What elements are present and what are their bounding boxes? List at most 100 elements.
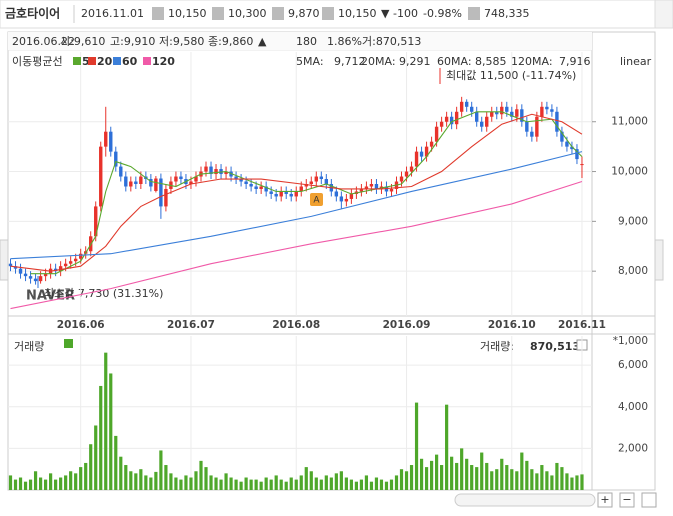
header-volume: 748,335 <box>484 7 530 20</box>
volume-bar <box>455 462 459 490</box>
volume-bar <box>379 479 384 490</box>
legend-swatch <box>113 57 121 65</box>
volume-bar <box>264 477 268 490</box>
candle-body <box>399 176 404 182</box>
high-icon <box>212 7 224 20</box>
left-handle[interactable] <box>0 239 9 281</box>
volume-bar <box>445 404 449 490</box>
candle-body <box>159 178 163 207</box>
volume-bar <box>184 475 188 490</box>
volume-bar <box>520 452 524 490</box>
ma-line <box>10 180 583 310</box>
volume-bar <box>169 473 173 490</box>
volume-bar <box>525 460 529 490</box>
candle-body <box>204 166 208 172</box>
candle-body <box>429 141 434 147</box>
candle-body <box>189 181 193 184</box>
watermark: NAVER <box>26 289 75 304</box>
volume-bar <box>38 477 43 490</box>
candle-body <box>374 184 379 189</box>
zoom-out[interactable] <box>619 492 635 508</box>
candle-body <box>299 186 303 192</box>
candle-body <box>540 106 544 117</box>
volume-bar <box>69 471 73 490</box>
volume-bar <box>43 479 48 490</box>
candle-body <box>99 146 103 207</box>
candle-body <box>309 181 313 184</box>
y-tick-label: 11,000 <box>611 116 648 128</box>
low-icon <box>272 7 284 20</box>
candle-body <box>424 146 429 157</box>
volume-bar <box>364 475 369 490</box>
reset[interactable] <box>641 492 657 508</box>
right-handle[interactable] <box>654 239 664 281</box>
info-change-pct: 1.86% <box>327 35 362 48</box>
volume-bar <box>13 479 18 490</box>
open-icon <box>152 7 164 20</box>
candle-body <box>284 191 288 194</box>
volume-bar <box>189 477 193 490</box>
y-tick-label: 2,000 <box>618 442 648 454</box>
candle-body <box>214 169 218 175</box>
badge[interactable] <box>310 193 323 206</box>
zoom-in[interactable] <box>597 492 613 508</box>
header-bar <box>0 0 673 29</box>
candle-body <box>500 106 504 115</box>
volume-bar <box>460 448 464 490</box>
candle-body <box>33 278 38 282</box>
header-button[interactable] <box>654 0 673 29</box>
candle-body <box>244 181 248 184</box>
candle-body <box>239 179 243 182</box>
volume-bar <box>510 469 514 490</box>
header-high: 10,300 <box>228 7 267 20</box>
volume-bar <box>334 473 338 490</box>
volume-bar <box>565 473 569 490</box>
candle-body <box>580 164 584 166</box>
legend-swatch <box>88 57 96 65</box>
candle-body <box>8 263 13 267</box>
volume-bar <box>399 469 404 490</box>
zoom-in-icon: + <box>600 493 609 506</box>
volume-bar <box>530 469 534 490</box>
candle-body <box>454 111 459 125</box>
scrollbar[interactable] <box>454 493 596 507</box>
y-tick-label: 6,000 <box>618 359 648 371</box>
volume-bar <box>299 475 303 490</box>
candle-body <box>560 131 564 142</box>
volume-bar <box>124 465 128 490</box>
candle-body <box>359 188 364 192</box>
volume-bar <box>404 471 409 490</box>
volume-bar <box>545 471 549 490</box>
volume-bar <box>144 475 148 490</box>
max-annotation: 최대값 11,500 (-11.74%) <box>446 69 576 82</box>
volume-bar <box>74 473 78 490</box>
volume-bar <box>344 477 348 490</box>
candle-body <box>414 151 419 167</box>
info-open: 시:9,610 <box>60 35 105 48</box>
candle-body <box>324 179 329 184</box>
info-volume: 거:870,513 <box>362 35 421 48</box>
volume-bar <box>560 467 564 490</box>
candle-body <box>409 166 414 172</box>
volume-bar <box>324 475 328 490</box>
volume-bar <box>294 479 298 490</box>
candle-body <box>259 186 263 189</box>
candle-body <box>469 106 474 112</box>
candle-body <box>23 273 28 277</box>
volume-bar <box>54 479 58 490</box>
candle-body <box>73 258 78 262</box>
volume-bar <box>409 465 414 490</box>
info-arrow: ▲ <box>258 35 267 48</box>
volume-bar <box>384 481 389 490</box>
candle-body <box>530 131 534 137</box>
volume-bar <box>209 475 213 490</box>
volume-bar <box>555 462 559 490</box>
candle-body <box>139 176 143 184</box>
info-date: 2016.06.22 <box>12 35 75 48</box>
volume-bar <box>359 479 364 490</box>
candle-body <box>109 131 113 152</box>
x-tick-label: 2016.08 <box>272 319 320 331</box>
volume-bar <box>104 352 108 490</box>
volume-bar <box>129 471 133 490</box>
